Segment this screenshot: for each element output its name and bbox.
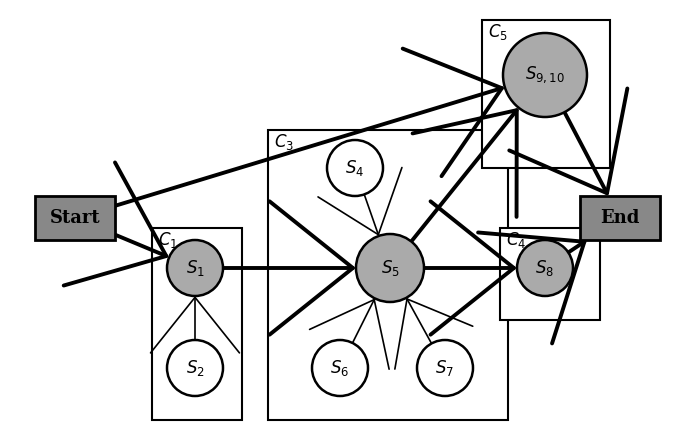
Bar (268, 130, 508, 420)
Text: $S_1$: $S_1$ (186, 258, 204, 278)
Text: End: End (600, 209, 640, 227)
Circle shape (417, 340, 473, 396)
Bar (482, 20, 610, 168)
Circle shape (503, 33, 587, 117)
Text: $S_{9,10}$: $S_{9,10}$ (525, 65, 565, 85)
FancyBboxPatch shape (35, 196, 115, 240)
Text: $S_8$: $S_8$ (536, 258, 555, 278)
Text: $C_5$: $C_5$ (488, 22, 508, 42)
Circle shape (167, 340, 223, 396)
FancyBboxPatch shape (580, 196, 660, 240)
Text: $S_4$: $S_4$ (345, 158, 364, 178)
Text: $C_1$: $C_1$ (158, 230, 178, 250)
Circle shape (312, 340, 368, 396)
Circle shape (517, 240, 573, 296)
Text: $C_3$: $C_3$ (274, 132, 294, 152)
Text: $S_5$: $S_5$ (381, 258, 399, 278)
Text: $S_6$: $S_6$ (330, 358, 349, 378)
Text: $S_2$: $S_2$ (186, 358, 204, 378)
Bar (500, 228, 600, 320)
Circle shape (356, 234, 424, 302)
Bar (152, 228, 242, 420)
Circle shape (327, 140, 383, 196)
Circle shape (167, 240, 223, 296)
Text: Start: Start (50, 209, 100, 227)
Text: $S_7$: $S_7$ (436, 358, 455, 378)
Text: $C_4$: $C_4$ (506, 230, 526, 250)
